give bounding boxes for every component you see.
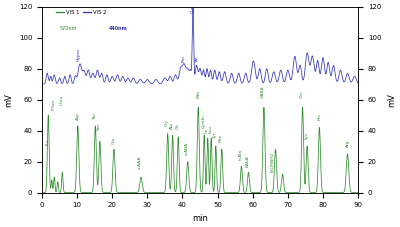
Text: Phe: Phe xyxy=(219,134,223,142)
Y-axis label: mV: mV xyxy=(4,93,13,106)
Text: Gly: Gly xyxy=(165,119,169,126)
Text: GABA: GABA xyxy=(261,86,265,99)
Text: Pro: Pro xyxy=(181,56,185,62)
Text: Glu: Glu xyxy=(112,136,116,144)
Text: Hypro: Hypro xyxy=(77,48,81,61)
Text: Orn: Orn xyxy=(300,91,304,99)
Text: Ser: Ser xyxy=(97,122,101,130)
Text: EtOHNH2: EtOHNH2 xyxy=(271,151,275,172)
Text: Asp: Asp xyxy=(76,111,80,120)
Text: Cysthi: Cysthi xyxy=(202,114,206,128)
Text: Ile: Ile xyxy=(205,127,209,133)
Text: His: His xyxy=(318,113,322,120)
Text: 440nm: 440nm xyxy=(108,26,127,31)
Text: Cit: Cit xyxy=(176,123,180,129)
Legend: VIS 1, VIS 2: VIS 1, VIS 2 xyxy=(54,7,108,17)
Text: Arg: Arg xyxy=(346,140,350,147)
Y-axis label: mV: mV xyxy=(387,93,396,106)
Text: b-Ala: b-Ala xyxy=(238,149,242,160)
Text: Ala: Ala xyxy=(170,122,174,129)
X-axis label: min: min xyxy=(192,214,208,223)
Text: a-ABA: a-ABA xyxy=(185,142,189,155)
Text: Met: Met xyxy=(196,90,200,99)
Text: P-Ser: P-Ser xyxy=(51,98,55,110)
Text: a-AAA: a-AAA xyxy=(138,155,142,168)
Text: Cys: Cys xyxy=(191,5,195,13)
Text: 570nm: 570nm xyxy=(59,26,77,31)
Text: BAbA: BAbA xyxy=(246,155,250,167)
Text: Val: Val xyxy=(194,56,198,62)
Text: Tyr: Tyr xyxy=(213,133,217,139)
Text: Leu: Leu xyxy=(208,125,212,133)
Text: Urea: Urea xyxy=(59,95,63,105)
Text: Thr: Thr xyxy=(93,112,97,120)
Text: Lys: Lys xyxy=(304,132,308,139)
Text: Tau: Tau xyxy=(46,140,50,147)
